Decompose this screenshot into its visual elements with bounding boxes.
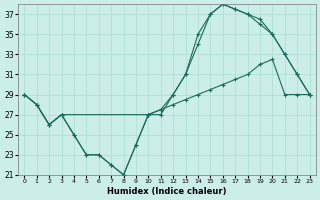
X-axis label: Humidex (Indice chaleur): Humidex (Indice chaleur) bbox=[107, 187, 227, 196]
